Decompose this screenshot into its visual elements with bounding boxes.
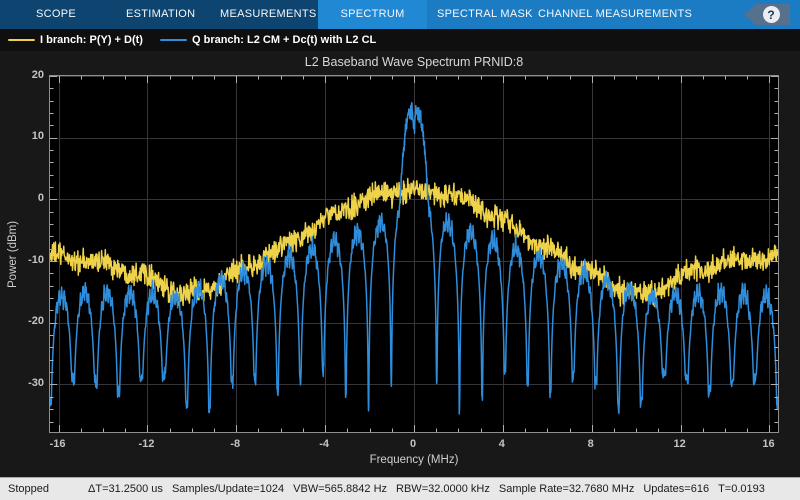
- y-tick-label: -20: [28, 315, 44, 328]
- plot-title: L2 Baseband Wave Spectrum PRNID:8: [304, 55, 524, 69]
- legend-item-i-branch[interactable]: I branch: P(Y) + D(t): [8, 34, 143, 46]
- tab-estimation[interactable]: ESTIMATION: [126, 8, 196, 20]
- x-tick-label: 12: [673, 438, 686, 450]
- y-tick-label: 0: [37, 191, 44, 204]
- x-tick-label: -8: [230, 438, 241, 450]
- legend: I branch: P(Y) + D(t) Q branch: L2 CM + …: [0, 29, 800, 51]
- status-delta-t: ΔT=31.2500 us: [88, 483, 163, 495]
- legend-label-i-branch: I branch: P(Y) + D(t): [40, 34, 143, 46]
- tab-channel-measurements[interactable]: CHANNEL MEASUREMENTS: [538, 8, 693, 20]
- q-branch-line-swatch: [159, 38, 187, 42]
- toolstrip-tabbar: SCOPE ESTIMATION MEASUREMENTS SPECTRUM S…: [0, 0, 800, 29]
- legend-item-q-branch[interactable]: Q branch: L2 CM + Dc(t) with L2 CL: [159, 34, 377, 46]
- x-tick-label: -12: [138, 438, 155, 450]
- status-sim-time: T=0.0193: [718, 483, 765, 495]
- x-tick-label: 4: [498, 438, 505, 450]
- status-state: Stopped: [8, 483, 49, 495]
- tabbar-dark-section: SCOPE ESTIMATION MEASUREMENTS: [0, 0, 318, 29]
- y-tick-label: -30: [28, 376, 44, 389]
- help-button[interactable]: ?: [744, 4, 790, 25]
- spectrum-canvas[interactable]: [50, 76, 778, 432]
- tab-measurements[interactable]: MEASUREMENTS: [220, 8, 317, 20]
- spectrum-figure: L2 Baseband Wave Spectrum PRNID:8 Power …: [0, 51, 800, 477]
- status-bar: Stopped ΔT=31.2500 us Samples/Update=102…: [0, 477, 800, 500]
- x-tick-label: 0: [409, 438, 417, 450]
- x-axis-label: Frequency (MHz): [369, 454, 459, 466]
- tab-spectrum[interactable]: SPECTRUM: [318, 0, 427, 29]
- x-tick-label: -16: [49, 438, 66, 450]
- status-updates: Updates=616: [643, 483, 710, 495]
- status-samples-per-update: Samples/Update=1024: [171, 483, 285, 495]
- x-tick-label: 8: [587, 438, 594, 450]
- x-tick-label: -4: [319, 438, 330, 450]
- legend-label-q-branch: Q branch: L2 CM + Dc(t) with L2 CL: [191, 34, 377, 46]
- i-branch-line-swatch: [8, 38, 35, 42]
- tab-spectral-mask[interactable]: SPECTRAL MASK: [437, 8, 533, 20]
- y-tick-label: -10: [28, 253, 44, 266]
- y-tick-label: 20: [31, 68, 44, 81]
- status-vbw: VBW=565.8842 Hz: [293, 483, 388, 495]
- plot-area[interactable]: [49, 75, 779, 433]
- tab-scope[interactable]: SCOPE: [36, 8, 77, 20]
- x-tick-label: 16: [762, 438, 775, 450]
- status-sample-rate: Sample Rate=32.7680 MHz: [498, 483, 635, 495]
- tabbar-light-section: SPECTRUM SPECTRAL MASK CHANNEL MEASUREME…: [318, 0, 800, 29]
- y-tick-label: 10: [31, 130, 44, 143]
- help-icon: ?: [762, 6, 780, 23]
- status-rbw: RBW=32.0000 kHz: [396, 483, 490, 495]
